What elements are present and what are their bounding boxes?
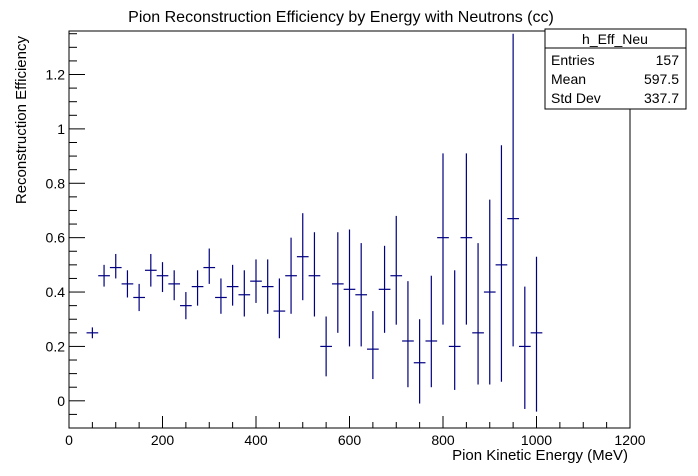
- data-point: [320, 316, 332, 377]
- data-point: [355, 243, 368, 347]
- x-tick-label: 0: [65, 432, 73, 448]
- data-point: [460, 153, 473, 325]
- data-point: [98, 264, 110, 287]
- data-point: [402, 281, 414, 388]
- data-point: [413, 319, 426, 404]
- data-point: [226, 264, 239, 306]
- data-point: [250, 259, 262, 303]
- data-point: [507, 33, 519, 347]
- y-tick-label: 1: [57, 121, 65, 137]
- x-tick-label: 400: [244, 432, 268, 448]
- stats-stddev-label: Std Dev: [551, 90, 601, 106]
- data-point: [261, 259, 274, 314]
- data-point: [203, 248, 216, 284]
- y-axis-label: Reconstruction Efficiency: [13, 36, 30, 205]
- data-point: [144, 253, 157, 287]
- data-point: [390, 215, 403, 325]
- data-point: [343, 229, 356, 347]
- data-point: [331, 232, 344, 333]
- data-point: [238, 270, 251, 317]
- data-point: [180, 292, 192, 320]
- data-point: [495, 145, 508, 382]
- x-tick-label: 1000: [521, 432, 552, 448]
- y-tick-label: 0.6: [46, 230, 66, 246]
- data-point: [378, 245, 391, 333]
- data-points: [86, 33, 543, 412]
- data-point: [215, 278, 227, 314]
- data-point: [425, 275, 438, 388]
- data-point: [448, 270, 461, 390]
- x-axis: 0 200 400 600 800 1000 1200: [65, 416, 646, 448]
- stats-box-frame: [544, 28, 687, 110]
- data-point: [121, 270, 134, 298]
- x-tick-label: 800: [431, 432, 455, 448]
- stats-entries-value: 157: [656, 52, 680, 68]
- data-point: [133, 283, 145, 312]
- x-axis-label: Pion Kinetic Energy (MeV): [452, 447, 628, 464]
- data-point: [483, 199, 496, 385]
- data-point: [530, 256, 543, 412]
- data-point: [285, 237, 297, 314]
- y-tick-label: 0.4: [46, 284, 66, 300]
- y-tick-label: 1.2: [46, 67, 66, 83]
- data-point: [273, 278, 286, 339]
- data-point: [518, 286, 531, 409]
- data-point: [437, 153, 449, 325]
- x-tick-label: 200: [151, 432, 175, 448]
- data-point: [296, 213, 309, 301]
- data-point: [472, 243, 484, 385]
- stats-mean-value: 597.5: [644, 71, 679, 87]
- stats-stddev-value: 337.7: [644, 90, 679, 106]
- data-point: [308, 232, 321, 317]
- chart-title: Pion Reconstruction Efficiency by Energy…: [128, 9, 554, 26]
- y-tick-label: 0.2: [46, 338, 66, 354]
- data-point: [109, 253, 122, 279]
- stats-title: h_Eff_Neu: [582, 31, 648, 47]
- data-point: [191, 270, 204, 306]
- x-tick-label: 600: [338, 432, 362, 448]
- stats-mean-label: Mean: [551, 71, 586, 87]
- data-point: [156, 262, 169, 293]
- stats-entries-label: Entries: [551, 52, 595, 68]
- data-point: [367, 311, 379, 380]
- y-tick-label: 0: [57, 393, 65, 409]
- y-tick-label: 0.8: [46, 175, 66, 191]
- stats-box: h_Eff_Neu Entries 157 Mean 597.5 Std Dev…: [544, 28, 687, 110]
- y-axis: 0 0.2 0.4 0.6 0.8 1 1.2: [46, 33, 85, 429]
- x-tick-label: 1200: [614, 432, 645, 448]
- data-point: [86, 327, 99, 339]
- data-point: [168, 270, 181, 301]
